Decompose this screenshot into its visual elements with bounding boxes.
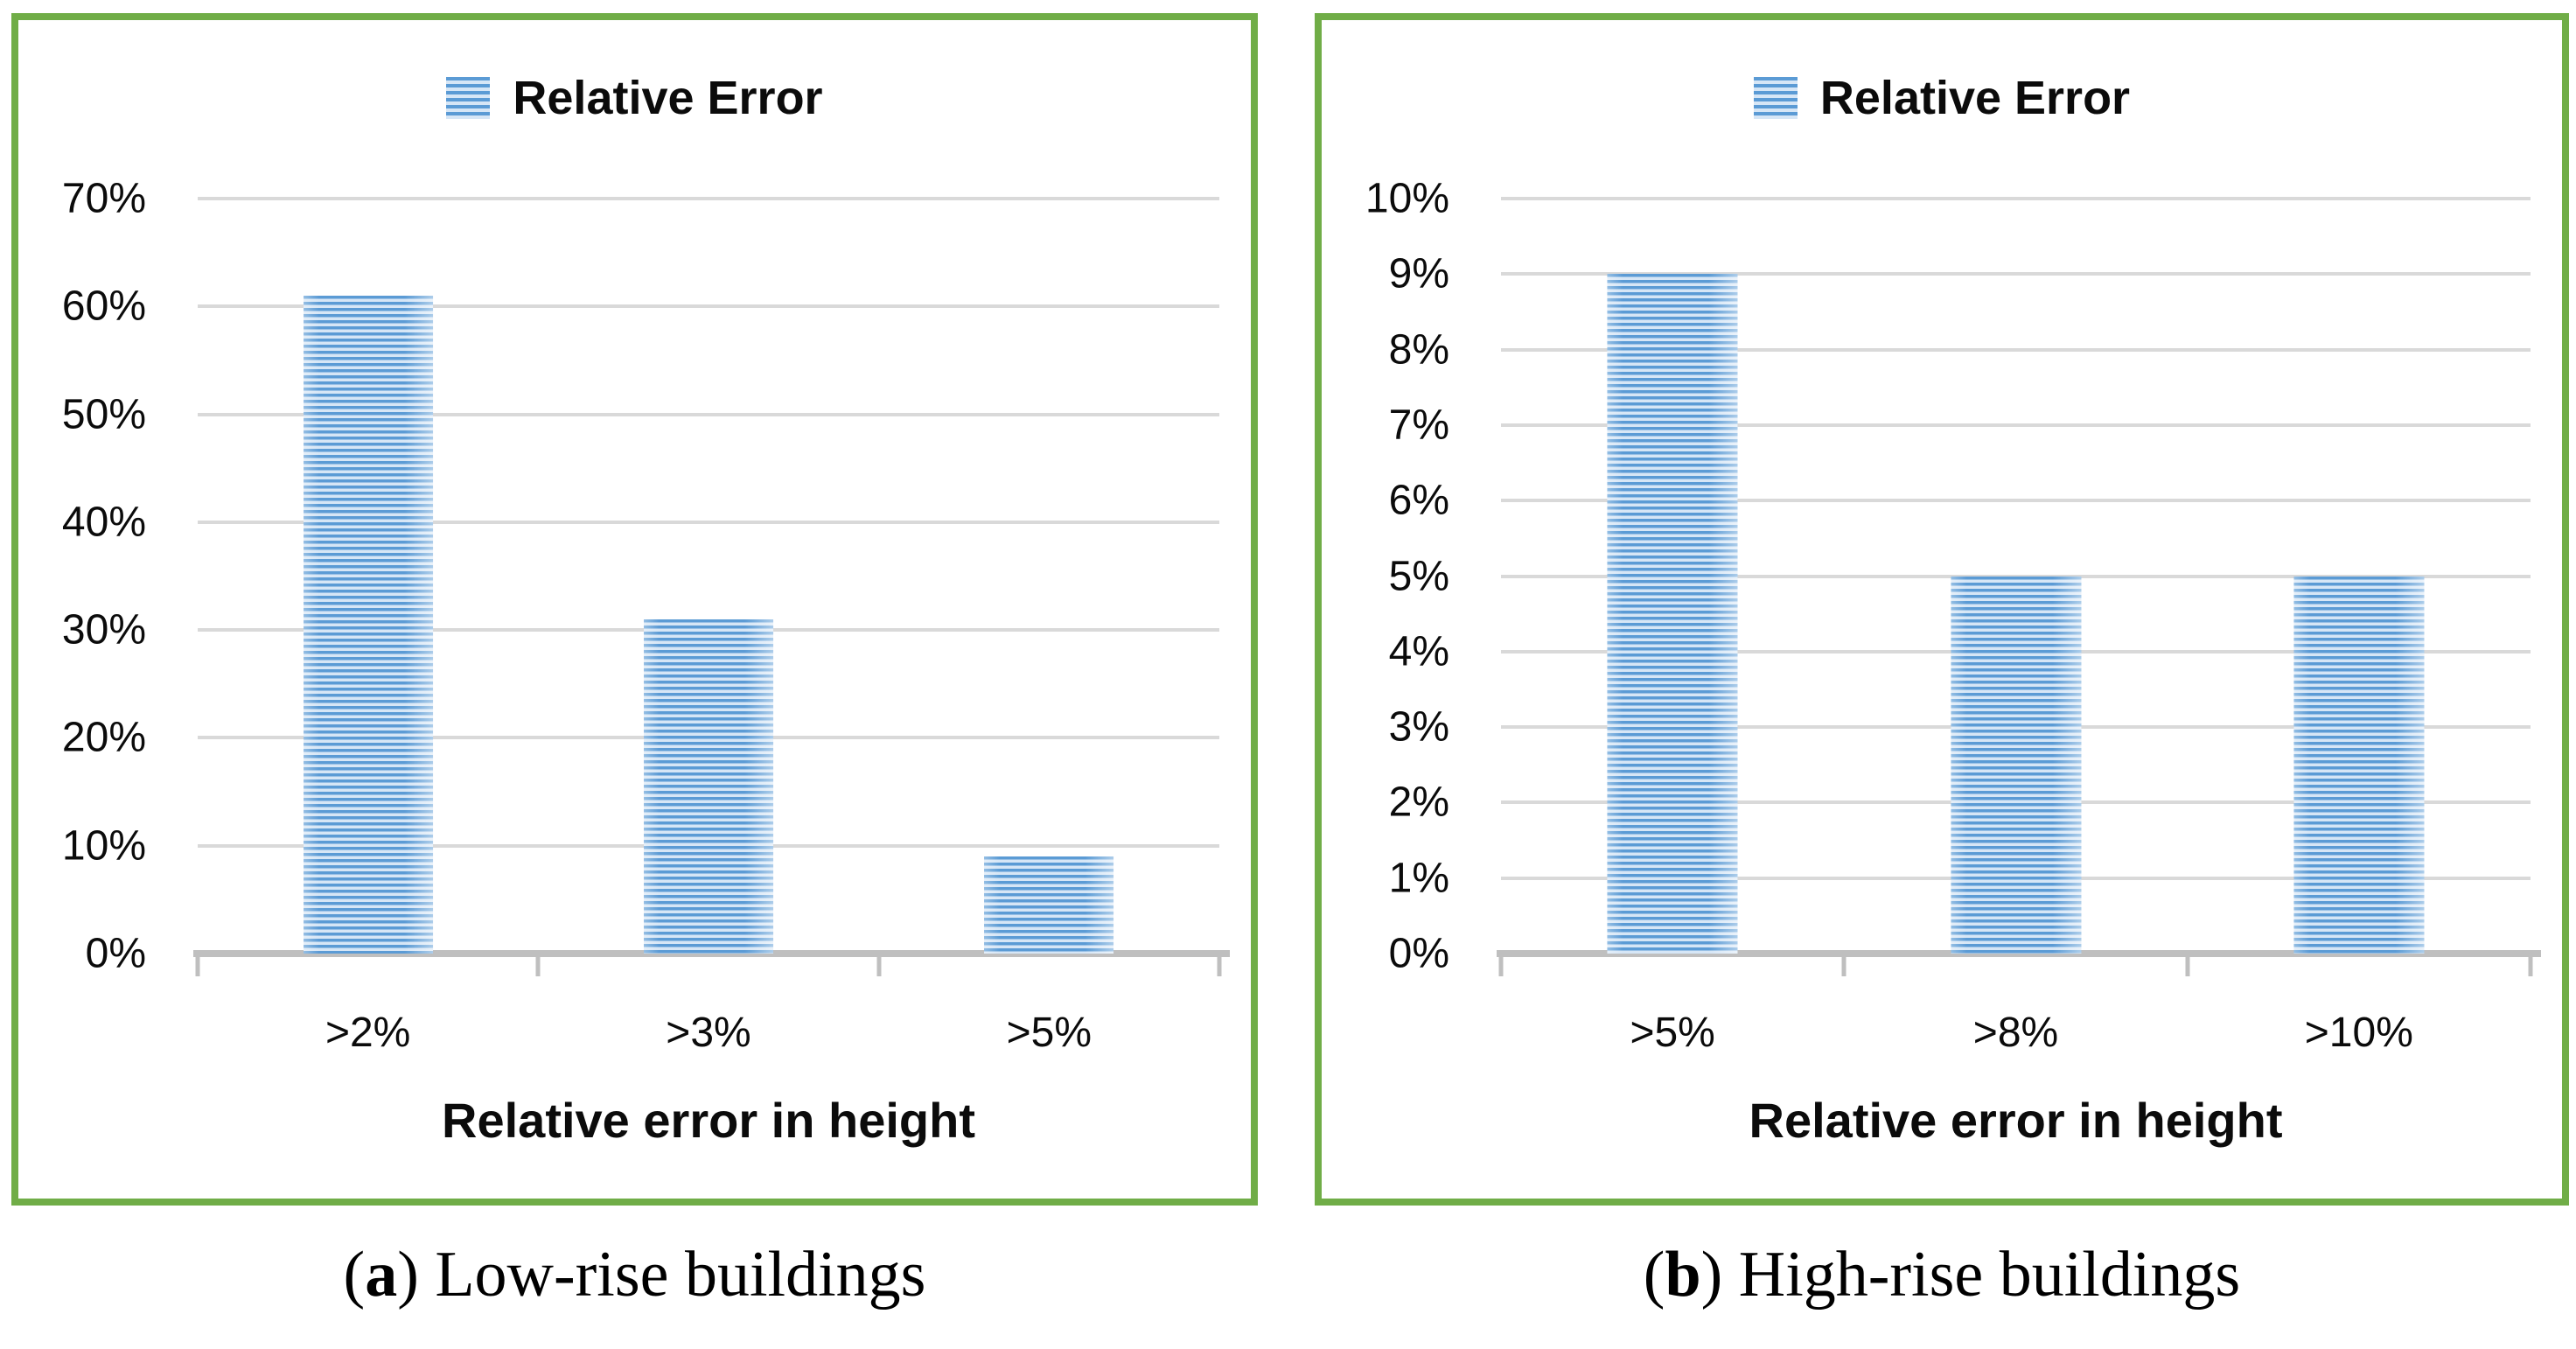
y-axis-labels: 0% 10% 20% 30% 40% 50% 60% 70% <box>18 176 150 977</box>
x-axis-labels: >2% >3% >5% <box>198 1009 1219 1057</box>
gridline <box>198 304 1219 309</box>
y-tick-label: 30% <box>61 606 146 654</box>
caption-paren: ) <box>1700 1239 1723 1311</box>
x-axis-title: Relative error in height <box>442 1093 975 1148</box>
x-axis-tick <box>1841 957 1846 976</box>
x-axis-tick <box>2185 957 2190 976</box>
legend: Relative Error <box>1322 71 2562 125</box>
x-axis-tick <box>195 957 200 976</box>
caption-letter: a <box>365 1239 398 1311</box>
y-tick-label: 70% <box>61 175 146 222</box>
y-tick-label: 7% <box>1388 402 1449 449</box>
x-axis-title: Relative error in height <box>1749 1093 2283 1148</box>
gridline <box>198 520 1219 524</box>
bar->8% <box>1950 576 2082 954</box>
y-tick-label: 6% <box>1388 477 1449 524</box>
bar->2% <box>303 295 433 954</box>
y-tick-label: 40% <box>61 499 146 546</box>
y-tick-label: 60% <box>61 283 146 330</box>
y-tick-label: 2% <box>1388 779 1449 826</box>
y-tick-label: 50% <box>61 391 146 438</box>
caption-letter: b <box>1665 1239 1701 1311</box>
y-tick-label: 1% <box>1388 855 1449 902</box>
y-tick-label: 9% <box>1388 250 1449 297</box>
gridline <box>1501 272 2531 276</box>
x-tick-label: >5% <box>1630 1010 1715 1056</box>
legend-label: Relative Error <box>513 72 823 124</box>
x-tick-label: >10% <box>2304 1010 2413 1056</box>
chart-panel-a: Relative Error 0% 10% 20% 30% 40% 50% 60% 70% >… <box>11 13 1258 1206</box>
legend-swatch-icon <box>1753 77 1798 119</box>
caption-text: High-rise buildings <box>1722 1239 2241 1311</box>
x-axis-line <box>193 950 1230 957</box>
y-tick-label: 0% <box>1388 930 1449 977</box>
caption-paren: ( <box>1643 1239 1665 1311</box>
x-axis-tick <box>1217 957 1222 976</box>
bar->5% <box>984 856 1114 954</box>
gridline <box>198 412 1219 416</box>
x-tick-label: >2% <box>325 1010 411 1056</box>
x-tick-label: >3% <box>666 1010 751 1056</box>
caption-text: Low-rise buildings <box>418 1239 926 1311</box>
y-tick-label: 3% <box>1388 703 1449 751</box>
x-axis-line <box>1497 950 2541 957</box>
x-tick-label: >8% <box>1972 1010 2059 1056</box>
x-tick-label: >5% <box>1006 1010 1093 1056</box>
y-tick-label: 20% <box>61 714 146 761</box>
gridline <box>1501 423 2531 427</box>
y-tick-label: 10% <box>61 822 146 870</box>
x-axis-tick <box>535 957 541 976</box>
legend-swatch-icon <box>446 77 491 119</box>
bar->5% <box>1607 274 1738 954</box>
caption-a: (a) Low-rise buildings <box>11 1227 1258 1332</box>
gridline <box>198 197 1219 200</box>
x-axis-tick <box>2528 957 2533 976</box>
legend: Relative Error <box>18 71 1251 125</box>
gridline <box>1501 499 2531 503</box>
caption-b: (b) High-rise buildings <box>1315 1227 2569 1332</box>
caption-paren: ( <box>343 1239 366 1311</box>
plot-area <box>1497 197 2541 976</box>
bar->10% <box>2293 576 2425 954</box>
x-axis-labels: >5% >8% >10% <box>1501 1009 2531 1057</box>
x-axis-tick <box>1498 957 1504 976</box>
legend-label: Relative Error <box>1819 72 2131 124</box>
y-tick-label: 0% <box>85 930 146 977</box>
y-tick-label: 4% <box>1388 628 1449 675</box>
gridline <box>1501 197 2531 200</box>
y-axis-labels: 0% 1% 2% 3% 4% 5% 6% 7% 8% 9% 10% <box>1322 176 1453 977</box>
caption-paren: ) <box>397 1239 419 1311</box>
chart-panel-b: Relative Error 0% 1% 2% 3% 4% 5% 6% 7% 8% 9% 10% >… <box>1315 13 2569 1206</box>
plot-area <box>193 197 1230 976</box>
gridline <box>1501 347 2531 352</box>
bar->3% <box>644 619 773 954</box>
y-tick-label: 10% <box>1365 175 1449 222</box>
y-tick-label: 5% <box>1388 553 1449 599</box>
x-axis-tick <box>876 957 882 976</box>
y-tick-label: 8% <box>1388 326 1449 374</box>
